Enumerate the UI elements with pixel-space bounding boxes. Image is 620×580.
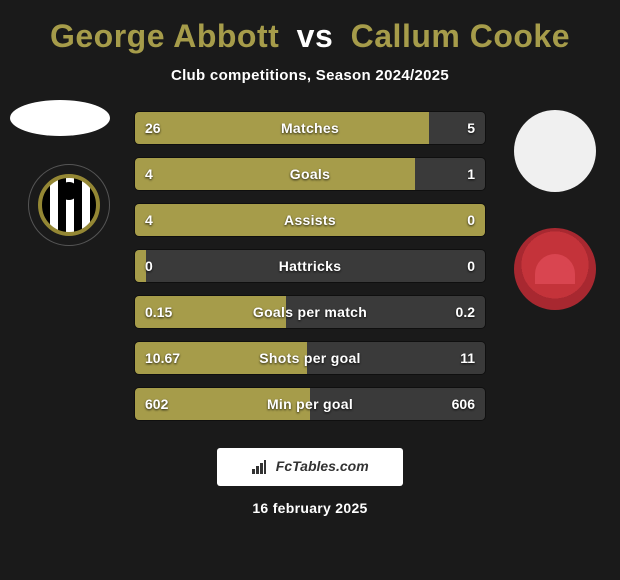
site-name: FcTables.com (276, 458, 369, 474)
stat-row: 00Hattricks (135, 250, 485, 282)
stat-label: Matches (135, 112, 485, 144)
footer: FcTables.com 16 february 2025 (0, 448, 620, 516)
stat-label: Goals per match (135, 296, 485, 328)
date-text: 16 february 2025 (0, 500, 620, 516)
stat-bars: 265Matches 41Goals 40Assists 00Hattricks 0.1… (135, 110, 485, 420)
team2-badge (514, 228, 596, 310)
site-logo: FcTables.com (217, 448, 402, 486)
page-title: George Abbott vs Callum Cooke (0, 18, 620, 55)
player2-avatar (514, 110, 596, 192)
stat-label: Min per goal (135, 388, 485, 420)
stat-row: 40Assists (135, 204, 485, 236)
stat-row: 0.150.2Goals per match (135, 296, 485, 328)
stat-label: Goals (135, 158, 485, 190)
stat-row: 265Matches (135, 112, 485, 144)
chart-icon (251, 459, 267, 475)
player1-name: George Abbott (50, 18, 279, 54)
comparison-area: 265Matches 41Goals 40Assists 00Hattricks 0.1… (0, 110, 620, 440)
stat-label: Shots per goal (135, 342, 485, 374)
subtitle: Club competitions, Season 2024/2025 (0, 67, 620, 84)
stat-row: 602606Min per goal (135, 388, 485, 420)
stat-label: Assists (135, 204, 485, 236)
player1-avatar (10, 100, 110, 136)
stat-label: Hattricks (135, 250, 485, 282)
team1-badge (28, 164, 110, 246)
player2-name: Callum Cooke (351, 18, 570, 54)
stat-row: 10.6711Shots per goal (135, 342, 485, 374)
stat-row: 41Goals (135, 158, 485, 190)
vs-text: vs (297, 18, 334, 54)
